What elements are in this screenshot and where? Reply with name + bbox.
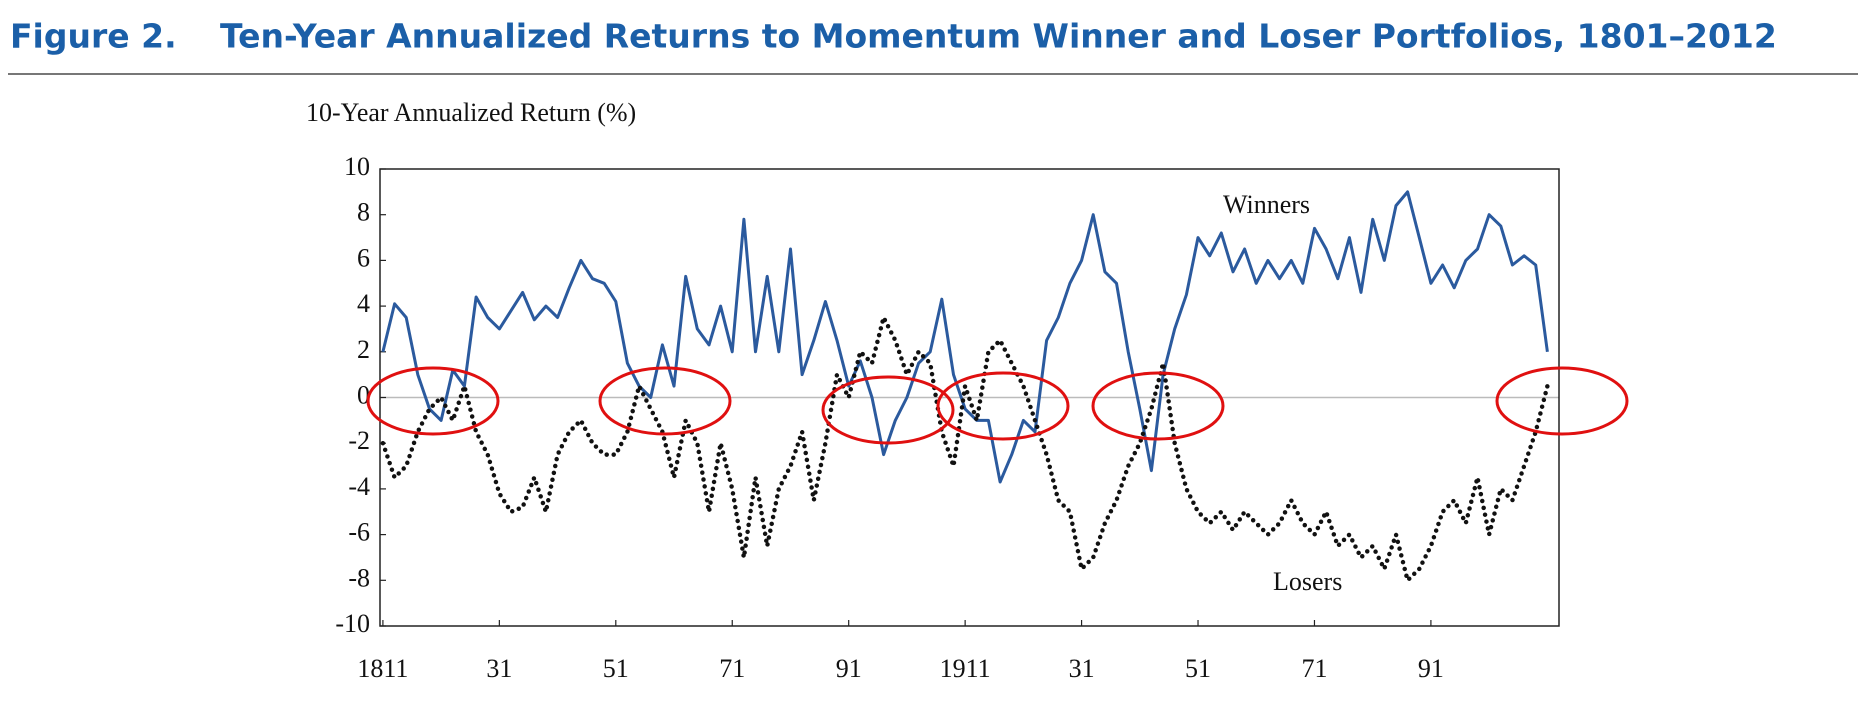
y-tick-label: -10 [335, 609, 370, 638]
series-label: Losers [1273, 567, 1342, 596]
series-line [381, 190, 1549, 484]
y-tick-label: -6 [348, 518, 370, 547]
highlight-circle [366, 366, 500, 436]
y-tick-label: -2 [348, 426, 370, 455]
y-tick-label: 8 [357, 198, 370, 227]
x-tick-label: 1811 [357, 654, 408, 683]
highlight-circle [1091, 371, 1225, 441]
series-label: Winners [1223, 190, 1310, 219]
highlight-circle [598, 366, 732, 436]
figure-label: Figure 2. [10, 17, 177, 56]
highlight-circle [1495, 366, 1629, 436]
highlight-circle [936, 371, 1070, 441]
highlight-circles [366, 366, 1629, 445]
y-tick-label: -8 [348, 563, 370, 592]
x-tick-label: 31 [486, 654, 512, 683]
x-tick-label: 51 [1185, 654, 1211, 683]
y-tick-label: 2 [357, 335, 370, 364]
series-line [380, 311, 1550, 585]
y-tick-label: -4 [348, 472, 370, 501]
x-tick-label: 1911 [940, 654, 991, 683]
plot-frame [379, 168, 1560, 627]
y-tick-label: 6 [357, 243, 370, 272]
x-tick-label: 71 [1301, 654, 1327, 683]
x-tick-label: 91 [1418, 654, 1444, 683]
x-tick-label: 31 [1069, 654, 1095, 683]
chart-title: Ten-Year Annualized Returns to Momentum … [220, 17, 1777, 56]
x-tick-label: 91 [836, 654, 862, 683]
highlight-circle [821, 375, 955, 445]
x-tick-label: 51 [603, 654, 629, 683]
y-tick-label: 4 [357, 289, 370, 318]
y-tick-label: 10 [344, 152, 370, 181]
y-axis-label: 10-Year Annualized Return (%) [306, 98, 636, 127]
x-tick-label: 71 [719, 654, 745, 683]
